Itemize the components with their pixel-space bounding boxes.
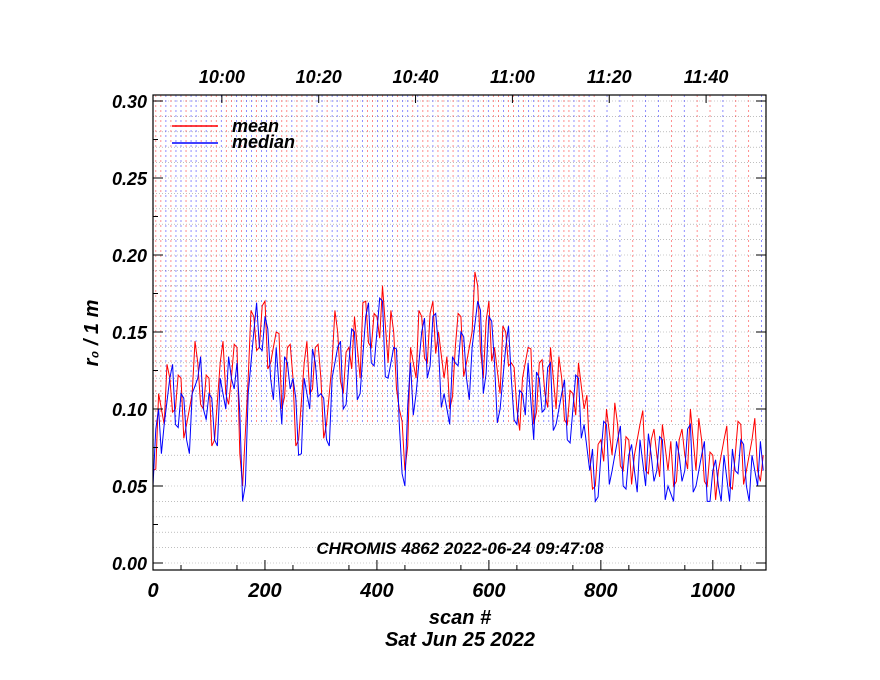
x-tick-label: 200 [247,580,281,602]
y-tick-label: 0.25 [112,169,148,189]
top-time-label: 11:20 [587,67,632,87]
series-mean [152,271,764,500]
x-tick-label: 0 [147,580,158,602]
x-tick-label: 1000 [691,580,736,602]
top-time-label: 10:00 [199,67,245,87]
x-tick-labels: 0 200 400 600 800 1000 [147,580,735,602]
annotation: CHROMIS 4862 2022-06-24 09:47:08 [316,539,604,558]
x-axis-date-label: Sat Jun 25 2022 [385,629,535,651]
y-tick-label: 0.20 [112,246,147,266]
y-tick-label: 0.00 [112,554,147,574]
x-axis-label: scan # [429,607,492,629]
top-time-label: 11:40 [684,67,729,87]
y-tick-label: 0.05 [112,477,148,497]
series-layer [152,95,764,504]
y-axis-label: r₀ / 1 m [81,300,103,367]
y-tick-label: 0.30 [112,92,147,112]
legend-median-label: median [232,132,295,152]
y-tick-label: 0.15 [112,323,148,343]
x-tick-label: 800 [584,580,617,602]
y-tick-label: 0.10 [112,400,147,420]
top-time-label: 10:20 [296,67,342,87]
x-tick-label: 600 [472,580,505,602]
top-time-labels: 10:00 10:20 10:40 11:00 11:20 11:40 [199,67,729,87]
grid [153,100,766,564]
top-time-label: 11:00 [490,67,535,87]
y-tick-labels: 0.00 0.05 0.10 0.15 0.20 0.25 0.30 [112,92,148,574]
legend: mean median [172,116,295,152]
top-time-label: 10:40 [393,67,439,87]
legend-mean-label: mean [232,116,279,136]
x-tick-label: 400 [359,580,393,602]
ticks [152,95,766,570]
series-median [152,296,764,504]
